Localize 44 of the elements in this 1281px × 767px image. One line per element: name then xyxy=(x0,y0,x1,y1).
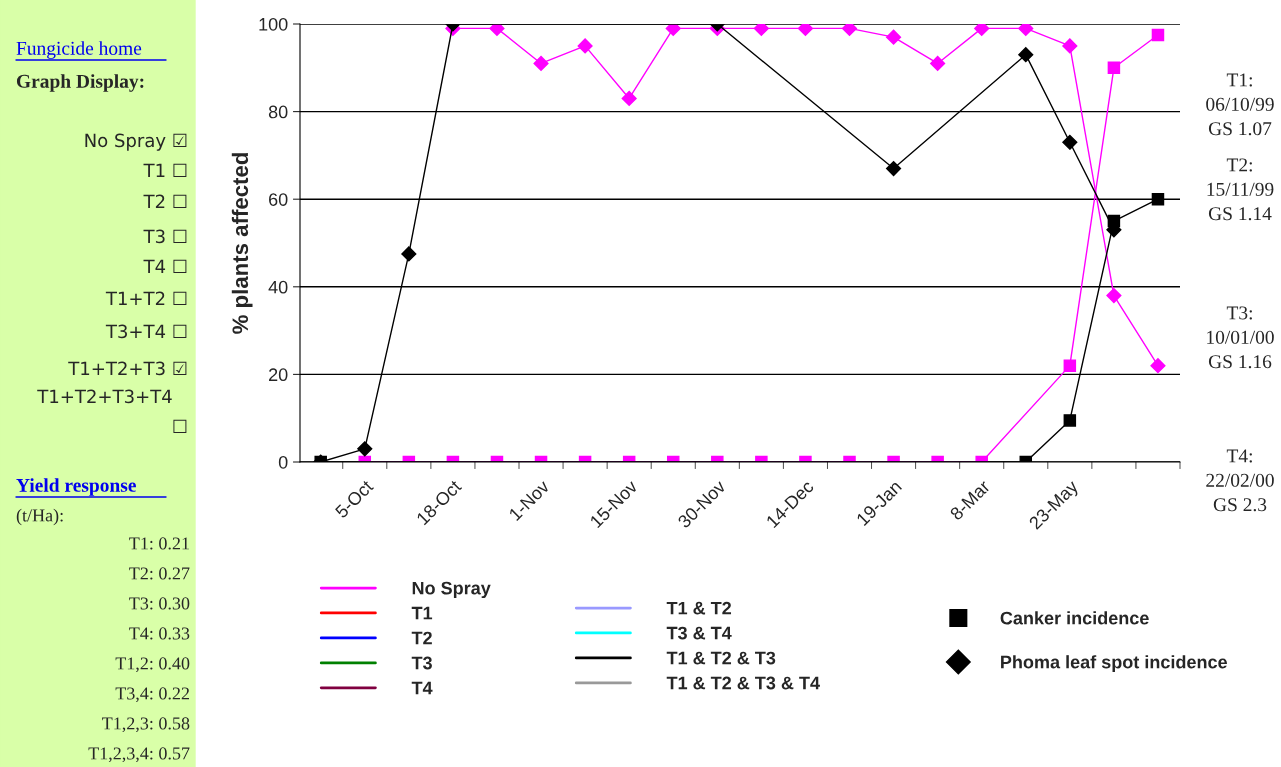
legend-label: T1 & T2 xyxy=(666,601,732,615)
text: T1+T2 ☐ xyxy=(105,291,187,305)
text: T2: 0.27 xyxy=(129,567,190,580)
y-axis-title: % plants affected xyxy=(231,153,253,334)
y-tick-label: 0 xyxy=(278,455,288,469)
legend-label: T1 & T2 & T3 & T4 xyxy=(666,676,820,690)
text: Fungicide home xyxy=(16,41,142,59)
text: T3: 0.30 xyxy=(129,597,190,610)
text: T1: 06/10/99 GS 1.07 xyxy=(1206,73,1274,136)
text: T3,4: 0.22 xyxy=(115,687,190,703)
text: T2 ☐ xyxy=(143,194,187,208)
legend-label: T4 xyxy=(411,681,433,695)
text: T4: 0.33 xyxy=(129,627,190,640)
y-tick-label: 40 xyxy=(268,280,288,294)
legend-label: T2 xyxy=(411,631,432,645)
text: T3: 10/01/00 GS 1.16 xyxy=(1207,306,1274,369)
text: ☐ xyxy=(173,419,187,433)
legend-label: Canker incidence xyxy=(1000,611,1149,625)
legend-label: Phoma leaf spot incidence xyxy=(1001,655,1227,672)
text: T4: 22/02/00 GS 2.3 xyxy=(1206,449,1274,512)
text: T2: 15/11/99 GS 1.14 xyxy=(1207,158,1274,221)
text: Yield response xyxy=(16,478,136,496)
text: T1 ☐ xyxy=(143,163,187,177)
text: (t/Ha): xyxy=(16,508,63,526)
text: T1,2,3,4: 0.57 xyxy=(88,747,190,763)
text: T1: 0.21 xyxy=(129,537,189,550)
legend-label: T3 xyxy=(411,656,432,670)
y-tick-label: 100 xyxy=(259,17,288,31)
text: T4 ☐ xyxy=(143,259,187,273)
text: No Spray ☑ xyxy=(85,133,187,151)
y-tick-label: 20 xyxy=(269,368,288,382)
text: T3+T4 ☐ xyxy=(105,324,187,339)
text: Graph Display: xyxy=(16,74,144,92)
text: T3 ☐ xyxy=(143,229,187,244)
legend-label: No Spray xyxy=(412,581,491,599)
text: T1+T2+T3+T4 xyxy=(37,389,172,404)
legend-label: T1 & T2 & T3 xyxy=(666,651,776,665)
legend-label: T1 xyxy=(411,606,433,620)
text: T1,2,3: 0.58 xyxy=(102,717,190,733)
legend-label: T3 & T4 xyxy=(666,626,732,640)
y-tick-label: 60 xyxy=(269,193,288,206)
text: T1+T2+T3 ☑ xyxy=(68,361,187,376)
y-tick-label: 80 xyxy=(268,105,288,119)
text: T1,2: 0.40 xyxy=(115,657,190,673)
